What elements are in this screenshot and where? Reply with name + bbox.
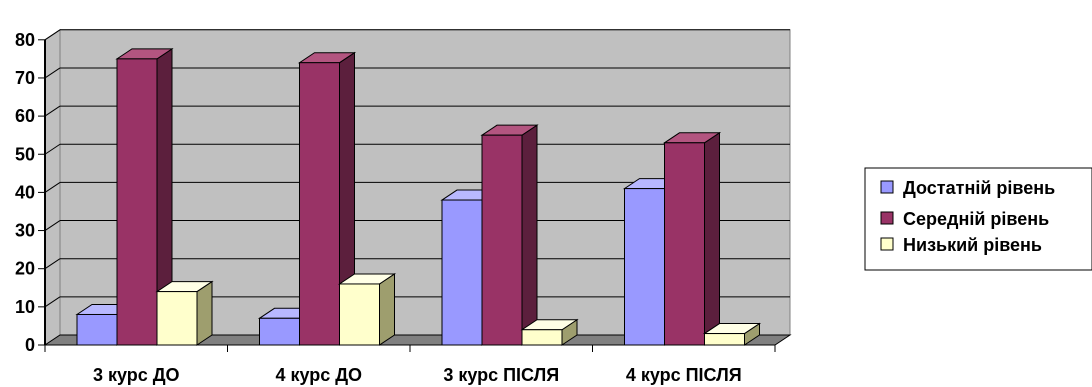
legend-box	[864, 167, 1092, 271]
axes: 0 10 20 30 40 50 60 70 80 3 курс ДО 4 курс ДО 3 кур…	[15, 30, 776, 385]
gridline-side-7	[44, 67, 61, 79]
x-tick-label-0: 3 курс ДО	[93, 365, 180, 385]
legend-item-0: Достатній рівень	[880, 178, 1055, 198]
gridline-side-5	[44, 143, 61, 155]
legend-swatch-1	[880, 211, 894, 225]
bar-front	[664, 142, 705, 346]
y-tick-label-6: 60	[15, 106, 35, 126]
bar-front	[339, 283, 380, 346]
bar-side	[521, 124, 538, 346]
gridline-side-2	[44, 258, 61, 270]
gridline-side-4	[44, 181, 61, 193]
bar-front	[521, 329, 563, 346]
legend-label-1: Середній рівень	[903, 209, 1049, 229]
bar-side	[704, 131, 720, 346]
y-tick-label-5: 50	[15, 144, 35, 164]
bar-side	[379, 273, 395, 346]
gridline-side-6	[44, 105, 61, 117]
y-tick-label-2: 20	[15, 259, 35, 279]
bar-0-1	[115, 47, 174, 346]
bar-side	[196, 280, 213, 346]
bar-3-2	[702, 322, 762, 346]
bar-1-1	[297, 51, 357, 346]
y-tick-label-8: 80	[15, 30, 35, 50]
bar-front	[156, 291, 198, 346]
bar-front	[441, 199, 483, 346]
legend-swatch-0	[880, 180, 894, 194]
legend-label-2: Низький рівень	[903, 235, 1042, 255]
legend-label-0: Достатній рівень	[903, 178, 1055, 198]
x-tick-label-3: 4 курс ПІСЛЯ	[626, 365, 742, 385]
bar-front	[116, 58, 158, 346]
y-tick-label-7: 70	[15, 68, 35, 88]
bar-0-2	[155, 280, 214, 346]
y-tick-label-4: 40	[15, 182, 35, 202]
bar-front	[76, 313, 118, 346]
gridline-side-3	[44, 220, 61, 231]
bar-front	[704, 333, 745, 346]
bar-1-2	[337, 273, 397, 346]
bar-2-1	[480, 124, 539, 346]
y-tick-label-3: 30	[15, 221, 35, 241]
bar-front	[624, 188, 665, 346]
legend-item-1: Середній рівень	[880, 209, 1049, 229]
bar-front	[481, 134, 523, 346]
bar-front	[299, 62, 340, 346]
y-tick-label-1: 10	[15, 297, 35, 317]
y-tick-label-0: 0	[25, 335, 35, 355]
gridline-side-8	[44, 29, 61, 41]
bar-2-2	[520, 318, 579, 346]
bar-front	[259, 317, 300, 346]
bar-3-1	[662, 131, 722, 346]
bars	[75, 47, 762, 346]
legend: Достатній рівень Середній рівень Низький…	[864, 167, 1092, 271]
legend-swatch-2	[880, 237, 894, 251]
gridline-side-1	[44, 296, 61, 308]
legend-item-2: Низький рівень	[880, 235, 1042, 255]
x-tick-label-2: 3 курс ПІСЛЯ	[443, 365, 559, 385]
x-tick-label-1: 4 курс ДО	[275, 365, 362, 385]
